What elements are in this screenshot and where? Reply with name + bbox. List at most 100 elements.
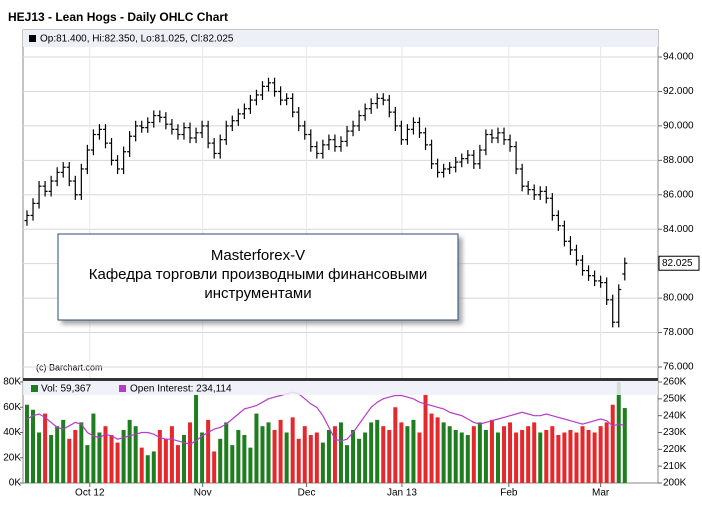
volume-bar (345, 445, 350, 483)
volume-bar (568, 429, 573, 483)
legend-strip (23, 30, 658, 47)
y-tick-label: 80K (3, 377, 21, 388)
annotation: инструментами (204, 285, 311, 302)
volume-bar (429, 413, 434, 483)
volume-bar (308, 435, 313, 483)
volume-bar (79, 422, 84, 483)
volume-bar (495, 432, 500, 483)
volume-bar (574, 432, 579, 483)
volume-bar (139, 447, 144, 483)
volume-bar (37, 432, 42, 483)
y-tick-label: 20K (3, 452, 21, 463)
x-tick-label: Oct 12 (75, 488, 105, 499)
volume-bar (236, 429, 241, 483)
volume-bar (598, 426, 603, 483)
annotation: Masterforex-V (211, 247, 305, 264)
legend-swatch (119, 385, 126, 392)
volume-bar (387, 429, 392, 483)
volume-bar (351, 429, 356, 483)
volume-bar (278, 419, 283, 483)
volume-bar (417, 432, 422, 483)
y-tick-label: 60K (3, 402, 21, 413)
legend-label: Vol: 59,367 (41, 384, 91, 395)
volume-bar (502, 426, 507, 483)
volume-bar (604, 422, 609, 483)
volume-bar (423, 394, 428, 483)
y2-tick-label: 200K (663, 478, 687, 489)
volume-bar (242, 435, 247, 483)
volume-bar (24, 404, 29, 483)
volume-bar (230, 445, 235, 483)
volume-bar (296, 438, 301, 483)
volume-bar (163, 438, 168, 483)
volume-bar (538, 432, 543, 483)
volume-bar (489, 419, 494, 483)
y-tick-label: 78.000 (663, 327, 694, 338)
open-interest-line (26, 391, 625, 445)
volume-bar (544, 429, 549, 483)
volume-bar (175, 445, 180, 483)
volume-bar (121, 429, 126, 483)
legend-swatch (29, 35, 36, 42)
y-tick-label: 90.000 (663, 121, 694, 132)
volume-bar (284, 432, 289, 483)
volume-bar (435, 417, 440, 483)
y-tick-label: 40K (3, 427, 21, 438)
x-tick-label: Feb (500, 488, 518, 499)
y2-tick-label: 250K (663, 393, 687, 404)
x-tick-label: Mar (592, 488, 610, 499)
volume-bar (393, 407, 398, 483)
volume-bar (151, 451, 156, 483)
volume-bar (622, 408, 627, 483)
x-tick-label: Jan 13 (387, 488, 417, 499)
last-price-tag (658, 255, 700, 271)
volume-bar (520, 429, 525, 483)
volume-bar (260, 426, 265, 483)
y2-tick-label: 260K (663, 377, 687, 388)
volume-bar (562, 432, 567, 483)
volume-bar (326, 429, 331, 483)
volume-bar (550, 426, 555, 483)
y2-tick-label: 220K (663, 444, 687, 455)
volume-bar (31, 409, 36, 483)
volume-bar (272, 429, 277, 483)
volume-bar (314, 432, 319, 483)
volume-bar (248, 447, 253, 483)
y-tick-label: 80.000 (663, 293, 694, 304)
y-tick-label: 92.000 (663, 86, 694, 97)
volume-bar (357, 438, 362, 483)
y-tick-label: 76.000 (663, 362, 694, 373)
legend-label: Open Interest: 234,114 (130, 384, 232, 395)
volume-bar (399, 422, 404, 483)
volume-bar (224, 422, 229, 483)
volume-bar (447, 426, 452, 483)
volume-bar (381, 426, 386, 483)
volume-bar (85, 445, 90, 483)
volume-bar (483, 429, 488, 483)
volume-bar (441, 422, 446, 483)
volume-bar (477, 422, 482, 483)
volume-bar (43, 413, 48, 483)
volume-bar (218, 438, 223, 483)
y2-tick-label: 240K (663, 410, 687, 421)
volume-bar (55, 426, 60, 483)
volume-bar (61, 419, 66, 483)
volume-bar (169, 426, 174, 483)
volume-bar (145, 455, 150, 483)
chart-title: HEJ13 - Lean Hogs - Daily OHLC Chart (8, 10, 228, 24)
volume-bar (471, 426, 476, 483)
volume-bar (320, 442, 325, 483)
volume-bar (465, 435, 470, 483)
volume-bar (363, 432, 368, 483)
volume-bar (115, 442, 120, 483)
volume-bar (200, 432, 205, 483)
volume-bar (592, 432, 597, 483)
volume-bar (369, 422, 374, 483)
volume-bar (181, 435, 186, 483)
volume-bar (580, 426, 585, 483)
y-tick-label: 84.000 (663, 224, 694, 235)
volume-bar (266, 422, 271, 483)
volume-bar (586, 429, 591, 483)
volume-bar (526, 426, 531, 483)
